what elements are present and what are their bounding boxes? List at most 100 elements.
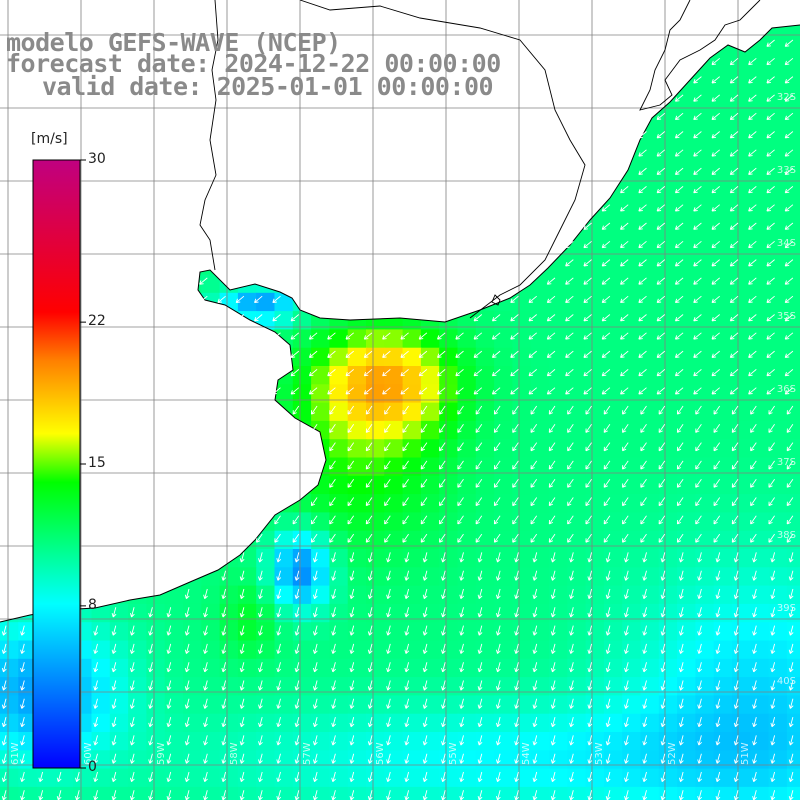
field-cell [457, 622, 477, 642]
field-cell [494, 329, 513, 349]
wind-arrow [620, 387, 629, 395]
field-cell [146, 677, 166, 696]
field-cell [146, 695, 166, 715]
field-cell [732, 512, 751, 532]
wind-arrow [329, 478, 336, 488]
wind-arrow [569, 643, 574, 654]
field-cell [695, 713, 715, 733]
wind-arrow [697, 607, 703, 618]
field-cell [750, 585, 770, 605]
wind-arrow [583, 295, 592, 304]
field-cell [695, 494, 715, 513]
field-cell [567, 713, 587, 733]
wind-arrow [676, 424, 684, 433]
field-cell [530, 603, 550, 623]
field-cell [640, 658, 660, 678]
field-cell [402, 549, 422, 568]
field-cell [732, 658, 751, 678]
wind-arrow [184, 698, 190, 709]
field-cell [109, 750, 129, 770]
field-cell [384, 732, 404, 751]
wind-arrow [386, 680, 391, 691]
field-cell [420, 713, 440, 733]
wind-arrow [693, 240, 702, 249]
wind-arrow [386, 607, 391, 618]
wind-arrow [402, 533, 409, 543]
field-cell [457, 732, 477, 751]
field-cell [347, 768, 367, 788]
wind-arrow [565, 314, 574, 322]
wind-arrow [784, 277, 794, 285]
wind-arrow [693, 204, 702, 212]
wind-arrow [402, 424, 409, 433]
wind-arrow [752, 552, 757, 563]
field-cell [402, 366, 422, 385]
field-cell [658, 439, 678, 459]
field-cell [457, 494, 477, 513]
field-cell [512, 677, 532, 696]
wind-arrow [512, 424, 519, 433]
field-cell [530, 457, 550, 477]
wind-arrow [676, 405, 684, 415]
field-cell [640, 622, 660, 642]
wind-arrow [331, 753, 337, 764]
wind-arrow [622, 424, 629, 433]
field-cell [603, 658, 623, 678]
wind-arrow [418, 350, 428, 358]
wind-arrow [129, 662, 135, 673]
field-cell [311, 512, 330, 532]
wind-arrow [221, 771, 227, 783]
wind-arrow [512, 442, 519, 452]
field-cell [146, 750, 166, 770]
field-cell [109, 677, 129, 696]
wind-arrow [495, 753, 501, 764]
wind-arrow [620, 369, 629, 377]
wind-arrow [294, 716, 300, 728]
wind-arrow [638, 314, 647, 322]
wind-arrow [473, 369, 483, 377]
field-cell [420, 640, 440, 660]
field-cell [695, 109, 715, 129]
wind-arrow [530, 424, 538, 433]
field-cell [622, 457, 642, 477]
field-cell [329, 622, 349, 642]
wind-arrow [514, 771, 520, 783]
wind-arrow [532, 625, 538, 636]
wind-arrow [184, 588, 190, 600]
wind-arrow [658, 533, 666, 543]
wind-arrow [601, 240, 611, 249]
wind-arrow [550, 680, 556, 691]
field-cell [603, 329, 623, 349]
field-cell [750, 183, 770, 202]
wind-arrow [312, 698, 318, 709]
wind-arrow [660, 552, 666, 563]
field-cell [512, 530, 532, 550]
field-cell [713, 73, 733, 93]
wind-arrow [550, 607, 556, 618]
wind-arrow [235, 314, 245, 322]
wind-arrow [733, 607, 739, 618]
colorbar-ticks [80, 159, 86, 769]
wind-arrow [93, 753, 99, 764]
field-cell [786, 237, 800, 257]
field-cell [402, 585, 422, 605]
wind-arrow [327, 350, 336, 358]
wind-arrow [38, 771, 44, 783]
field-cell [402, 768, 422, 788]
field-cell [768, 183, 788, 202]
field-cell [366, 329, 385, 349]
field-cell [768, 420, 788, 440]
wind-arrow [404, 662, 410, 673]
field-cell [18, 658, 38, 678]
wind-arrow [166, 698, 172, 709]
field-cell [658, 494, 678, 513]
field-cell [640, 457, 660, 477]
field-cell [786, 475, 800, 495]
wind-arrow [386, 625, 391, 636]
wind-arrow [713, 497, 721, 507]
wind-arrow [766, 350, 775, 358]
wind-arrow [272, 295, 281, 304]
wind-arrow [638, 277, 647, 285]
field-cell [311, 658, 330, 678]
field-cell [292, 768, 312, 788]
